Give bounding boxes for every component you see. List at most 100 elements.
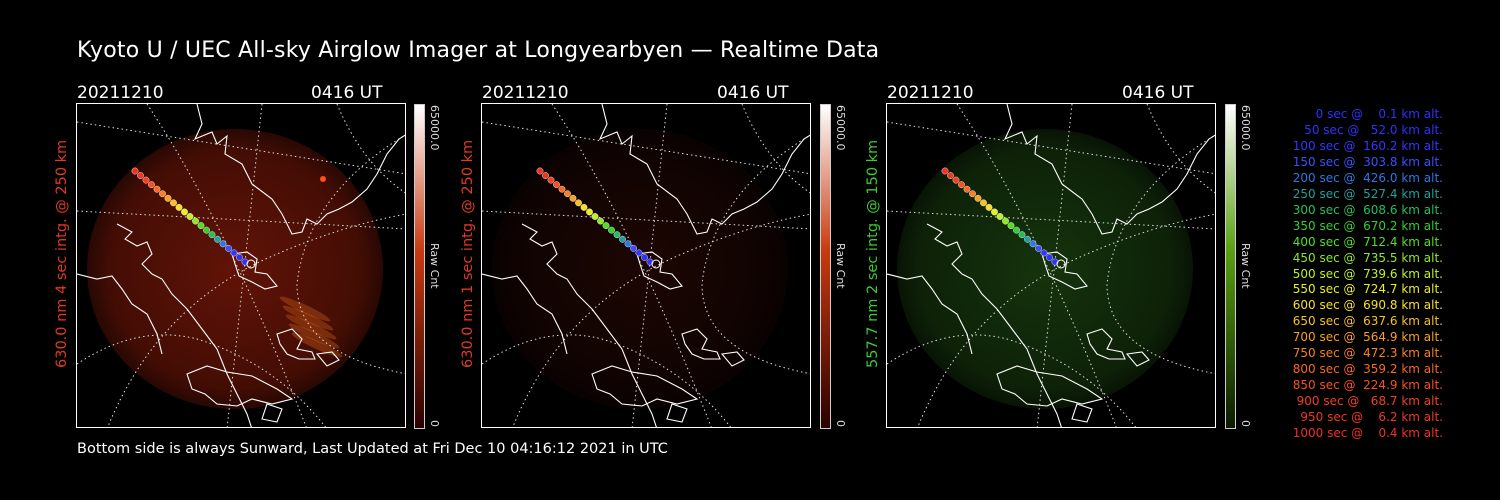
panel-3-ylabel: 557.7 nm 2 sec intg. @ 150 km — [865, 139, 881, 368]
trajectory-point — [619, 235, 626, 243]
trajectory-point — [542, 172, 549, 179]
trajectory-point — [170, 199, 177, 207]
trajectory-point — [181, 208, 188, 216]
trajectory-legend: 0 sec @ 0.1 km alt. 50 sec @ 52.0 km alt… — [1250, 107, 1443, 442]
station-marker — [1056, 259, 1066, 269]
trajectory-point — [1018, 231, 1026, 239]
trajectory-point — [635, 249, 643, 257]
trajectory-point — [137, 172, 144, 179]
trajectory-point — [1007, 222, 1015, 230]
trajectory-point — [1029, 240, 1037, 248]
trajectory-point — [569, 194, 577, 202]
trajectory-point — [980, 199, 987, 207]
trajectory-point — [153, 185, 161, 193]
trajectory-point — [947, 172, 954, 179]
panel-2-colorbar-unit: Raw Cnt — [834, 243, 847, 289]
coastline — [598, 104, 810, 235]
trajectory-point — [580, 204, 588, 211]
legend-row: 950 sec @ 6.2 km alt. — [1296, 410, 1443, 425]
panel-3-map — [887, 104, 1215, 427]
trajectory-point — [159, 190, 166, 198]
trajectory-point — [641, 254, 648, 261]
trajectory-point — [1002, 217, 1009, 225]
allsky-disc — [87, 129, 383, 409]
trajectory-point — [553, 181, 560, 189]
legend-row: 250 sec @ 527.4 km alt. — [1288, 186, 1443, 201]
legend-row: 700 sec @ 564.9 km alt. — [1288, 330, 1443, 345]
legend-row: 50 sec @ 52.0 km alt. — [1296, 122, 1443, 137]
trajectory-point — [536, 167, 544, 175]
trajectory-point — [164, 194, 172, 202]
legend-row: 450 sec @ 735.5 km alt. — [1288, 250, 1443, 265]
trajectory-point — [225, 244, 232, 252]
trajectory-point — [1046, 254, 1053, 261]
panel-2-colorbar-max: 65000.0 — [834, 105, 847, 151]
legend-row: 900 sec @ 68.7 km alt. — [1292, 394, 1443, 409]
panel-1-map — [77, 104, 405, 427]
panel-3-time: 0416 UT — [1122, 83, 1194, 103]
trajectory-point — [996, 213, 1004, 220]
trajectory-point — [613, 231, 621, 239]
trajectory-point — [963, 185, 971, 193]
trajectory-point — [208, 231, 216, 239]
trajectory-point — [547, 176, 555, 184]
trajectory-point — [991, 208, 998, 216]
trajectory-point — [564, 190, 571, 198]
panel-2-map — [482, 104, 810, 427]
trajectory-point — [985, 204, 993, 211]
page-title: Kyoto U / UEC All-sky Airglow Imager at … — [77, 38, 880, 63]
legend-row: 600 sec @ 690.8 km alt. — [1288, 298, 1443, 313]
trajectory-point — [1024, 235, 1031, 243]
panel-2-colorbar — [820, 104, 831, 429]
allsky-disc — [897, 129, 1193, 409]
legend-row: 300 sec @ 608.6 km alt. — [1288, 202, 1443, 217]
trajectory-point — [1035, 244, 1042, 252]
legend-row: 150 sec @ 303.8 km alt. — [1288, 154, 1443, 169]
legend-row: 750 sec @ 472.3 km alt. — [1288, 346, 1443, 361]
legend-row: 1000 sec @ 0.4 km alt. — [1292, 426, 1443, 441]
trajectory-point — [186, 213, 194, 220]
panel-2-time: 0416 UT — [717, 83, 789, 103]
panel-3-colorbar — [1225, 104, 1236, 429]
trajectory-point — [958, 181, 965, 189]
panel-1-colorbar — [414, 104, 425, 429]
trajectory-point — [952, 176, 960, 184]
trajectory-point — [230, 249, 238, 257]
legend-row: 400 sec @ 712.4 km alt. — [1288, 234, 1443, 249]
station-marker — [246, 259, 256, 269]
coastline — [1003, 104, 1215, 235]
trajectory-point — [969, 190, 976, 198]
trajectory-point — [558, 185, 566, 193]
trajectory-point — [236, 254, 243, 261]
trajectory-point — [591, 213, 599, 220]
trajectory-point — [219, 240, 227, 248]
trajectory-point — [1013, 226, 1020, 234]
panel-2-ylabel: 630.0 nm 1 sec intg. @ 250 km — [460, 139, 476, 368]
grid-line — [77, 121, 405, 175]
legend-row: 550 sec @ 724.7 km alt. — [1288, 282, 1443, 297]
legend-row: 0 sec @ 0.1 km alt. — [1304, 107, 1443, 121]
trajectory-point — [630, 244, 637, 252]
coastline — [193, 104, 405, 235]
footer-note: Bottom side is always Sunward, Last Upda… — [77, 441, 668, 457]
legend-row: 650 sec @ 637.6 km alt. — [1288, 314, 1443, 329]
panel-1-colorbar-min: 0 — [428, 420, 441, 427]
panel-1-colorbar-max: 65000.0 — [428, 105, 441, 151]
trajectory-point — [197, 222, 205, 230]
panel-2-colorbar-min: 0 — [834, 420, 847, 427]
panel-1-image — [76, 103, 406, 428]
trajectory-point — [624, 240, 632, 248]
trajectory-point — [203, 226, 210, 234]
trajectory-point — [586, 208, 593, 216]
trajectory-point — [175, 204, 183, 211]
panel-2-date: 20211210 — [482, 83, 569, 103]
trajectory-point — [148, 181, 155, 189]
legend-row: 500 sec @ 739.6 km alt. — [1288, 266, 1443, 281]
panel-1-ylabel: 630.0 nm 4 sec intg. @ 250 km — [54, 139, 70, 368]
trajectory-point — [1040, 249, 1048, 257]
panel-3-image — [886, 103, 1216, 428]
trajectory-point — [941, 167, 949, 175]
panel-3-date: 20211210 — [887, 83, 974, 103]
panel-1-date: 20211210 — [77, 83, 164, 103]
grid-line — [482, 121, 810, 175]
